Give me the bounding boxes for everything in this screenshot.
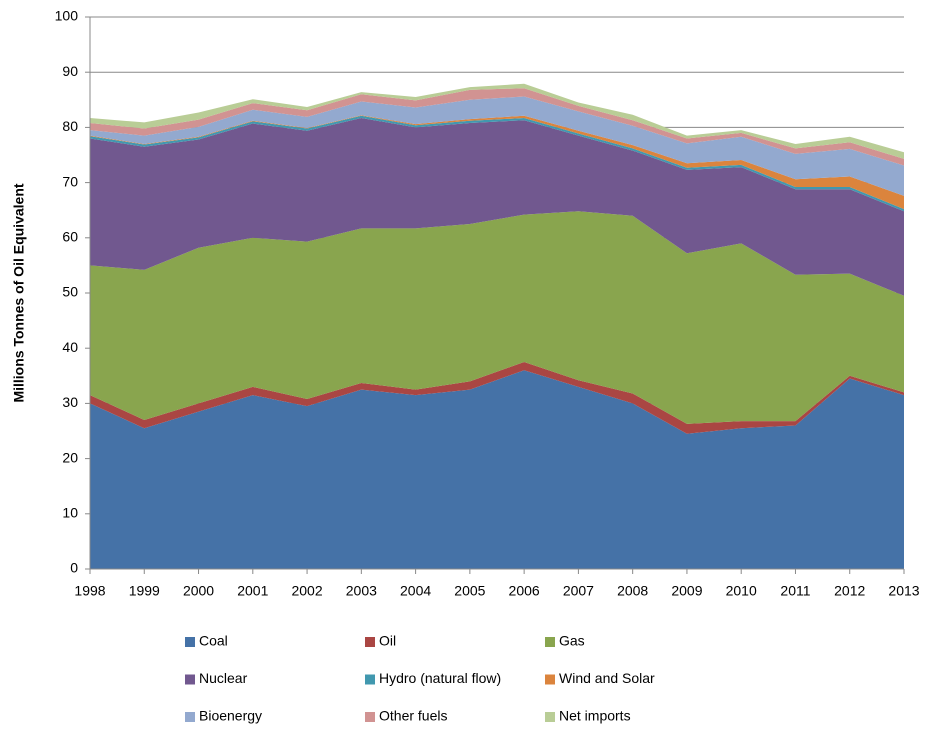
legend-label: Bioenergy xyxy=(199,708,262,724)
x-tick-label: 2010 xyxy=(726,583,757,599)
x-tick-label: 2002 xyxy=(291,583,322,599)
x-tick-label: 2006 xyxy=(509,583,540,599)
area xyxy=(90,118,904,296)
area xyxy=(90,370,904,569)
legend-swatch xyxy=(545,674,555,685)
x-tick-label: 2005 xyxy=(454,583,485,599)
x-tick-label: 2008 xyxy=(617,583,648,599)
y-axis-label: Millions Tonnes of Oil Equivalent xyxy=(11,183,27,402)
area xyxy=(90,115,904,210)
legend-swatch xyxy=(365,637,375,647)
legend-label: Wind and Solar xyxy=(559,670,655,686)
x-tick-label: 2001 xyxy=(237,583,268,599)
x-tick-label: 2011 xyxy=(780,583,810,599)
y-tick-label: 20 xyxy=(62,449,78,465)
x-tick-label: 2013 xyxy=(888,583,919,599)
legend-swatch xyxy=(185,712,195,722)
x-tick-label: 2012 xyxy=(834,583,865,599)
legend-swatch xyxy=(545,712,555,722)
legend-label: Nuclear xyxy=(199,670,248,686)
legend-swatch xyxy=(545,637,555,647)
legend-label: Other fuels xyxy=(379,708,447,724)
y-tick-label: 10 xyxy=(62,505,78,521)
x-tick-label: 1998 xyxy=(74,583,105,599)
x-tick-label: 2009 xyxy=(671,583,702,599)
y-tick-label: 100 xyxy=(55,8,79,24)
x-tick-label: 2000 xyxy=(183,583,214,599)
legend-label: Oil xyxy=(379,633,396,649)
legend-swatch xyxy=(185,674,195,685)
y-tick-label: 80 xyxy=(62,118,78,134)
area xyxy=(90,211,904,424)
x-tick-label: 2007 xyxy=(563,583,594,599)
y-tick-label: 70 xyxy=(62,173,78,189)
x-tick-label: 1999 xyxy=(129,583,160,599)
y-tick-label: 50 xyxy=(62,284,78,300)
legend-swatch xyxy=(185,637,195,647)
legend-label: Net imports xyxy=(559,708,631,724)
x-tick-label: 2004 xyxy=(400,583,431,599)
legend-swatch xyxy=(365,712,375,722)
legend-swatch xyxy=(365,674,375,685)
legend-label: Hydro (natural flow) xyxy=(379,670,501,686)
y-tick-label: 60 xyxy=(62,229,78,245)
legend-label: Gas xyxy=(559,633,585,649)
y-tick-label: 40 xyxy=(62,339,78,355)
x-tick-label: 2003 xyxy=(346,583,377,599)
y-tick-label: 30 xyxy=(62,394,78,410)
y-tick-label: 0 xyxy=(70,560,78,576)
area xyxy=(90,362,904,434)
legend-label: Coal xyxy=(199,633,228,649)
area xyxy=(90,96,904,196)
y-tick-label: 90 xyxy=(62,63,78,79)
